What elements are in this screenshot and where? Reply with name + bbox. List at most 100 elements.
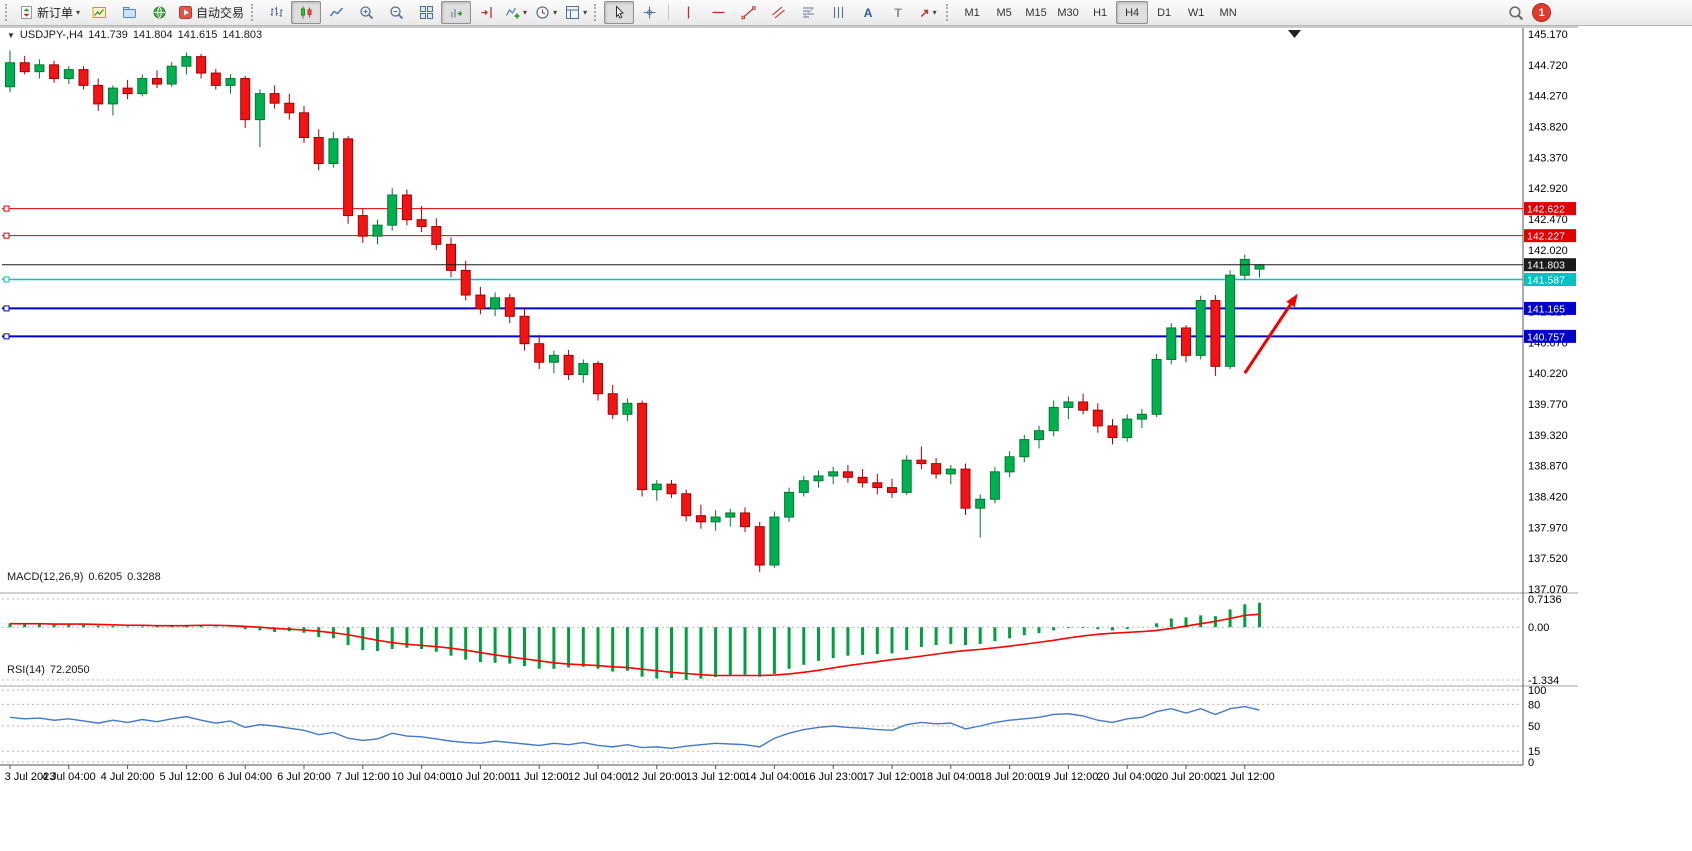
trendline-tool-button[interactable] bbox=[733, 1, 763, 24]
channel-tool-button[interactable] bbox=[763, 1, 793, 24]
one-click-trading-toggle[interactable]: ▼ bbox=[7, 31, 15, 40]
auto-scroll-button[interactable] bbox=[441, 1, 472, 24]
svg-text:142.020: 142.020 bbox=[1528, 245, 1568, 257]
arrows-tool-button[interactable]: ↗ ▾ bbox=[913, 1, 943, 24]
price-chart-canvas[interactable]: 145.170 144.720 144.270 143.820 143.370 142.9… bbox=[0, 26, 1578, 794]
horizontal-line-tool-button[interactable] bbox=[703, 1, 733, 24]
price-tag bbox=[1524, 258, 1576, 272]
svg-text:141.803: 141.803 bbox=[1527, 260, 1565, 272]
candlestick-mode-button[interactable] bbox=[291, 1, 322, 24]
arrow-ne-icon: ↗ bbox=[919, 5, 930, 20]
svg-text:14 Jul 04:00: 14 Jul 04:00 bbox=[744, 771, 804, 783]
ohlc-high: 141.804 bbox=[132, 29, 173, 41]
svg-text:4 Jul 04:00: 4 Jul 04:00 bbox=[42, 771, 96, 783]
ohlc-low: 141.615 bbox=[177, 29, 218, 41]
svg-text:10 Jul 20:00: 10 Jul 20:00 bbox=[450, 771, 510, 783]
globe-icon bbox=[153, 6, 166, 19]
navigator-button[interactable] bbox=[144, 1, 174, 24]
svg-text:138.870: 138.870 bbox=[1528, 461, 1568, 473]
text-tool-button[interactable]: A bbox=[853, 1, 883, 24]
chart-container: ▼ USDJPY-,H4 141.739 141.804 141.615 141.803 … bbox=[0, 26, 1578, 794]
tf-button-d1[interactable]: D1 bbox=[1157, 6, 1172, 19]
templates-button[interactable]: ▾ bbox=[561, 1, 591, 24]
toolbar-separator bbox=[668, 4, 670, 21]
tf-button-w1[interactable]: W1 bbox=[1187, 6, 1205, 19]
text-label-tool-button[interactable]: T bbox=[883, 1, 913, 24]
tf-button-m15[interactable]: M15 bbox=[1025, 6, 1047, 19]
main-toolbar: 新订单 ▾ 自动交易 bbox=[0, 0, 1692, 26]
auto-scroll-icon bbox=[450, 9, 462, 18]
new-order-button[interactable]: 新订单 ▾ bbox=[15, 1, 84, 24]
svg-text:144.270: 144.270 bbox=[1528, 91, 1568, 103]
chevron-down-icon: ▾ bbox=[553, 7, 558, 17]
svg-text:18 Jul 04:00: 18 Jul 04:00 bbox=[921, 771, 981, 783]
svg-text:7 Jul 12:00: 7 Jul 12:00 bbox=[336, 771, 390, 783]
tile-windows-button[interactable] bbox=[411, 1, 441, 24]
price-tag bbox=[1524, 301, 1576, 315]
tf-button-h4[interactable]: H4 bbox=[1116, 1, 1149, 24]
toolbar-grip[interactable] bbox=[5, 4, 11, 21]
line-chart-mode-button[interactable] bbox=[321, 1, 351, 24]
vertical-line-tool-button[interactable] bbox=[673, 1, 703, 24]
svg-text:13 Jul 12:00: 13 Jul 12:00 bbox=[686, 771, 746, 783]
candlestick-series bbox=[5, 50, 1265, 572]
text-a-icon: A bbox=[863, 5, 873, 20]
tf-button-m1[interactable]: M1 bbox=[964, 6, 980, 19]
autotrading-icon bbox=[179, 6, 193, 19]
cycle-lines-icon bbox=[833, 7, 843, 18]
svg-text:5 Jul 12:00: 5 Jul 12:00 bbox=[159, 771, 213, 783]
periods-button[interactable]: ▾ bbox=[531, 1, 561, 24]
new-chart-button[interactable] bbox=[84, 1, 114, 24]
zoom-in-button[interactable] bbox=[351, 1, 381, 24]
chevron-down-icon: ▾ bbox=[583, 7, 588, 17]
svg-text:20 Jul 20:00: 20 Jul 20:00 bbox=[1156, 771, 1216, 783]
bar-chart-mode-button[interactable] bbox=[261, 1, 291, 24]
svg-text:142.622: 142.622 bbox=[1527, 204, 1565, 216]
new-order-label: 新订单 bbox=[37, 6, 74, 20]
trendline-icon bbox=[741, 6, 756, 20]
macd-header: MACD(12,26,9) 0.6205 0.3288 bbox=[7, 571, 166, 583]
svg-text:3 Jul 2023: 3 Jul 2023 bbox=[5, 771, 56, 783]
svg-text:21 Jul 12:00: 21 Jul 12:00 bbox=[1215, 771, 1275, 783]
toolbar-grip[interactable] bbox=[946, 4, 952, 21]
svg-text:18 Jul 20:00: 18 Jul 20:00 bbox=[980, 771, 1040, 783]
toolbar-grip[interactable] bbox=[251, 4, 257, 21]
crosshair-tool-button[interactable] bbox=[634, 1, 664, 24]
indicators-button[interactable]: ▾ bbox=[501, 1, 531, 24]
autotrading-button[interactable]: 自动交易 bbox=[174, 1, 248, 24]
zoom-out-button[interactable] bbox=[381, 1, 411, 24]
symbol-period-label: USDJPY-,H4 bbox=[19, 29, 84, 41]
trend-arrow[interactable] bbox=[1243, 293, 1298, 374]
tf-button-m30[interactable]: M30 bbox=[1057, 6, 1079, 19]
notification-badge[interactable]: 1 bbox=[1532, 3, 1551, 22]
cycle-lines-tool-button[interactable] bbox=[823, 1, 853, 24]
tf-button-h1[interactable]: H1 bbox=[1093, 6, 1108, 19]
toolbar-grip[interactable] bbox=[594, 4, 600, 21]
fibonacci-tool-button[interactable] bbox=[793, 1, 823, 24]
crosshair-icon bbox=[643, 6, 656, 19]
ohlc-close: 141.803 bbox=[222, 29, 263, 41]
rsi-value: 72.2050 bbox=[49, 664, 90, 676]
chevron-down-icon: ▾ bbox=[523, 7, 528, 17]
svg-text:6 Jul 20:00: 6 Jul 20:00 bbox=[277, 771, 331, 783]
svg-text:138.420: 138.420 bbox=[1528, 492, 1568, 504]
price-axis[interactable]: 145.170 144.720 144.270 143.820 143.370 142.9… bbox=[1524, 29, 1576, 769]
tf-button-mn[interactable]: MN bbox=[1219, 6, 1237, 19]
cursor-icon bbox=[615, 5, 624, 19]
horizontal-level-lines[interactable] bbox=[2, 205, 1523, 340]
svg-text:6 Jul 04:00: 6 Jul 04:00 bbox=[218, 771, 272, 783]
chart-shift-button[interactable] bbox=[471, 1, 501, 24]
svg-text:10 Jul 04:00: 10 Jul 04:00 bbox=[392, 771, 452, 783]
new-chart-icon bbox=[92, 7, 106, 18]
cursor-tool-button[interactable] bbox=[604, 1, 635, 24]
horizontal-line-icon bbox=[712, 11, 725, 14]
tf-button-m5[interactable]: M5 bbox=[996, 6, 1012, 19]
svg-text:141.165: 141.165 bbox=[1527, 303, 1565, 315]
svg-text:143.820: 143.820 bbox=[1528, 122, 1568, 134]
macd-signal-value: 0.3288 bbox=[127, 571, 161, 583]
svg-text:80: 80 bbox=[1528, 699, 1540, 711]
profiles-button[interactable] bbox=[114, 1, 144, 24]
search-icon[interactable] bbox=[1508, 5, 1524, 21]
